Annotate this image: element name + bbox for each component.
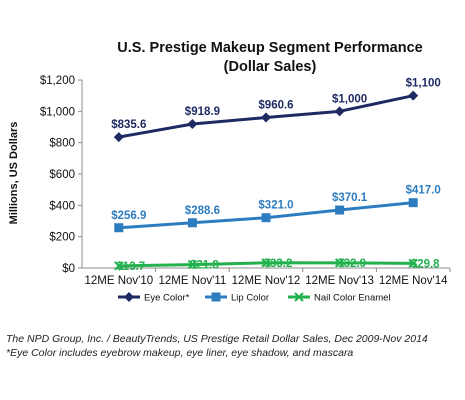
x-tick-label: 12ME Nov'11 <box>158 275 226 287</box>
data-point <box>261 112 271 123</box>
data-point <box>187 119 198 130</box>
data-point <box>294 292 304 302</box>
series-lip-color: $256.9 $288.6 $321.0 $370.1 $417.0 <box>111 185 441 233</box>
y-axis-label: Millions, US Dollars <box>8 122 20 225</box>
legend-label: Eye Color* <box>144 293 190 304</box>
data-label: $835.6 <box>111 119 146 131</box>
x-tick-label: 12ME Nov'14 <box>379 275 448 287</box>
legend-item: Lip Color <box>205 292 269 304</box>
data-label: $13.7 <box>116 261 145 273</box>
data-label: $918.9 <box>185 106 220 118</box>
data-label: $33.2 <box>264 258 293 270</box>
data-point <box>408 90 419 101</box>
legend-label: Nail Color Enamel <box>314 293 391 304</box>
data-label: $288.6 <box>185 205 220 217</box>
footnote: *Eye Color includes eyebrow makeup, eye … <box>6 347 354 359</box>
series-layer: $835.6 $918.9 $960.6 $1,000 $1,100 $256.9 $288… <box>111 78 441 273</box>
y-tick-label: $400 <box>49 200 75 212</box>
y-tick-label: $800 <box>49 138 75 150</box>
data-label: $321.0 <box>258 200 293 212</box>
data-point <box>187 259 198 270</box>
legend: Eye Color* Lip Color Nail Color Enamel <box>118 292 391 304</box>
data-point <box>211 292 221 302</box>
data-point <box>113 132 124 143</box>
data-label: $32.9 <box>337 258 366 270</box>
data-point <box>261 258 271 268</box>
data-label: $256.9 <box>111 210 146 222</box>
x-tick-label: 12ME Nov'12 <box>232 275 301 287</box>
x-tick-label: 12ME Nov'10 <box>84 275 153 287</box>
chart-subtitle: (Dollar Sales) <box>224 59 317 75</box>
source-note: The NPD Group, Inc. / BeautyTrends, US P… <box>6 333 428 345</box>
data-label: $21.8 <box>190 260 219 272</box>
data-point <box>408 258 418 269</box>
data-point <box>187 218 197 228</box>
data-point <box>334 258 345 268</box>
legend-item: Nail Color Enamel <box>288 292 391 304</box>
data-point <box>408 198 418 208</box>
legend-item: Eye Color* <box>118 292 190 304</box>
data-point <box>334 106 345 117</box>
data-point <box>124 292 134 302</box>
y-tick-label: $1,200 <box>40 75 75 87</box>
data-label: $29.8 <box>411 258 440 270</box>
data-point <box>114 261 124 271</box>
data-point <box>114 223 124 233</box>
y-tick-label: $200 <box>49 232 75 244</box>
y-tick-label: $0 <box>62 263 75 275</box>
data-point <box>335 205 345 215</box>
series-nail-color-enamel: $13.7 $21.8 $33.2 $32.9 $29.8 <box>114 258 440 273</box>
legend-label: Lip Color <box>231 293 269 304</box>
data-label: $370.1 <box>332 192 368 204</box>
x-tick-label: 12ME Nov'13 <box>305 275 374 287</box>
chart: U.S. Prestige Makeup Segment Performance… <box>8 40 451 304</box>
source-footer: The NPD Group, Inc. / BeautyTrends, US P… <box>6 332 461 360</box>
y-tick-label: $1,000 <box>40 106 75 118</box>
data-point <box>261 213 271 223</box>
series-eye-color: $835.6 $918.9 $960.6 $1,000 $1,100 <box>111 78 441 143</box>
data-label: $417.0 <box>406 185 441 197</box>
axes: $0 $200 $400 $600 $800 $1,000 $1,200 12ME Nov'1… <box>40 75 451 287</box>
y-tick-label: $600 <box>49 169 75 181</box>
data-label: $1,100 <box>406 78 441 90</box>
chart-title: U.S. Prestige Makeup Segment Performance <box>117 40 422 56</box>
data-label: $960.6 <box>258 100 293 112</box>
data-label: $1,000 <box>332 93 367 105</box>
